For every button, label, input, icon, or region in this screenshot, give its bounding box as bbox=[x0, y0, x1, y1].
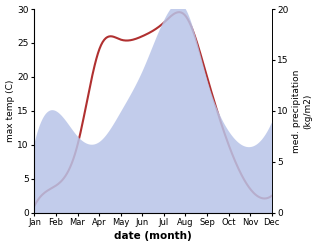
Y-axis label: max temp (C): max temp (C) bbox=[5, 80, 15, 142]
X-axis label: date (month): date (month) bbox=[114, 231, 192, 242]
Y-axis label: med. precipitation
(kg/m2): med. precipitation (kg/m2) bbox=[292, 69, 313, 153]
